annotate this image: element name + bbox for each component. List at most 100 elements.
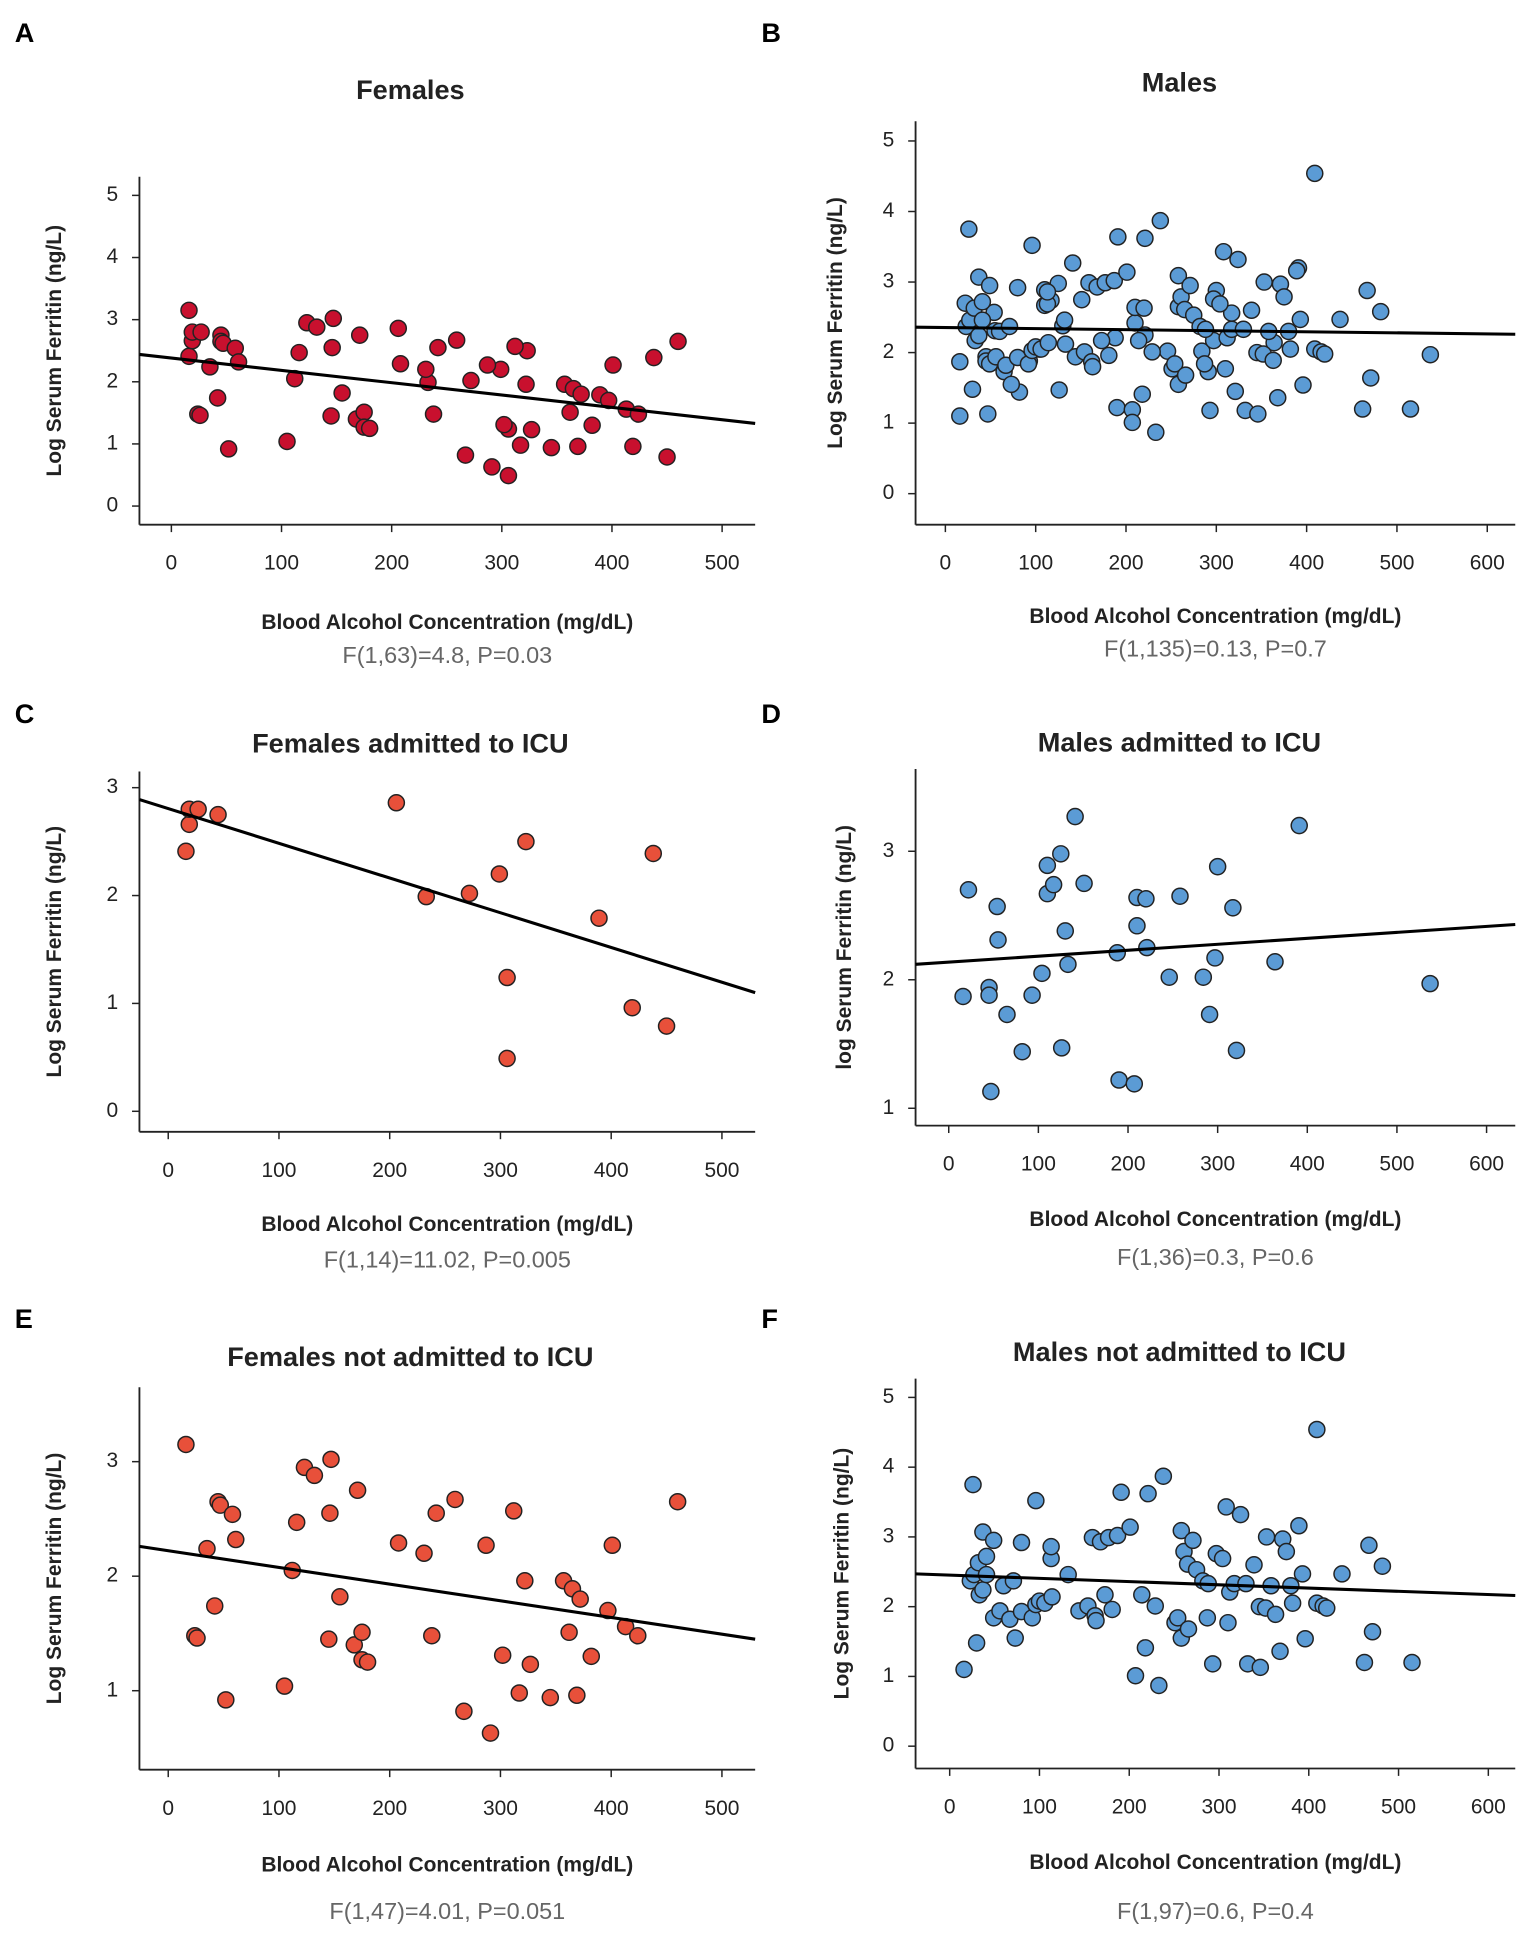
data-point [1226,382,1245,401]
data-point [1308,1420,1326,1439]
x-tick-label: 500 [704,1159,739,1182]
data-point [517,375,535,394]
y-tick-label: 0 [883,481,895,504]
data-point [205,1597,224,1615]
data-point [1217,1498,1235,1516]
y-axis-label: Log Serum Ferritin (ng/L) [43,1453,66,1705]
trend-line [915,325,1516,336]
data-point [1296,1629,1314,1648]
data-point [1264,351,1282,370]
data-point [389,1534,408,1552]
x-tick-label: 0 [943,1153,955,1176]
data-point [1290,816,1308,835]
data-point [1294,376,1312,394]
data-point [355,403,373,421]
y-axis-label: log Serum Ferritin (ng/L) [833,825,856,1070]
data-point [1219,1613,1237,1632]
data-point [1137,890,1155,908]
data-point [1012,1533,1031,1552]
data-point [1075,874,1093,893]
data-point [1216,360,1235,378]
data-point [495,415,513,434]
data-point [477,1536,495,1555]
y-tick-label: 5 [106,183,118,206]
data-point [1059,955,1077,974]
data-point [1105,271,1124,290]
data-point [387,794,406,812]
data-point [571,1590,589,1608]
data-point [177,842,195,861]
data-point [516,1572,534,1590]
data-point [308,318,326,336]
data-point [1229,250,1247,269]
x-tick-label: 400 [594,1159,629,1182]
x-tick-label: 500 [1379,552,1414,575]
y-tick-label: 1 [883,411,895,434]
data-point [1038,856,1057,875]
trend-line [139,352,756,425]
data-point [590,909,608,927]
chart-title: Males not admitted to ICU [1013,1336,1346,1367]
data-point [645,348,663,367]
data-point [1103,1600,1121,1619]
data-point [1421,974,1439,993]
x-tick-label: 400 [1289,552,1324,575]
data-point [1056,335,1075,353]
data-point [1110,1071,1128,1089]
data-point [1033,964,1051,983]
data-point [462,371,480,390]
data-point [1315,345,1334,363]
data-point [478,356,497,374]
x-tick-label: 500 [705,552,740,575]
data-point [560,1623,578,1642]
data-point [568,1686,586,1705]
data-point [1072,290,1091,309]
data-point [955,1660,973,1679]
data-point [1277,1542,1296,1561]
x-tick-label: 0 [940,552,952,575]
data-point [1000,317,1019,336]
data-point [517,832,535,851]
data-point [1151,211,1170,230]
y-tick-label: 3 [883,1524,895,1547]
y-tick-label: 3 [106,1449,118,1472]
data-point [1023,986,1041,1004]
data-point [1271,1642,1289,1661]
data-point [1063,254,1082,272]
y-axis-label: Log Serum Ferritin (ng/L) [43,225,66,477]
data-point [1136,1639,1155,1657]
data-point [208,389,227,407]
data-point [1002,375,1021,394]
x-tick-label: 300 [1200,1153,1235,1176]
x-tick-label: 300 [484,552,519,575]
x-tick-label: 400 [1291,1796,1326,1819]
data-point [323,338,341,357]
data-point [417,360,435,379]
y-tick-label: 5 [883,129,895,152]
data-point [1201,401,1219,420]
data-point [305,1466,324,1485]
chart-title: Females [356,74,465,105]
data-point [1363,1623,1382,1641]
data-point [211,1496,230,1514]
data-point [389,319,408,338]
data-point [287,1513,306,1532]
data-point [984,1531,1003,1550]
data-point [1096,1586,1114,1604]
data-point [982,1082,1000,1101]
x-tick-label: 200 [1109,552,1144,575]
data-point [1123,413,1142,432]
x-tick-label: 100 [264,552,299,575]
x-tick-label: 400 [594,1797,629,1820]
data-point [498,1049,516,1068]
x-tick-label: 200 [1111,1153,1146,1176]
data-point [541,1688,560,1707]
data-point [1249,405,1267,423]
data-point [1421,345,1440,364]
data-point [506,337,524,356]
data-point [1291,310,1310,329]
data-point [1293,1565,1312,1583]
data-point [998,1005,1016,1024]
trend-line [138,798,756,995]
